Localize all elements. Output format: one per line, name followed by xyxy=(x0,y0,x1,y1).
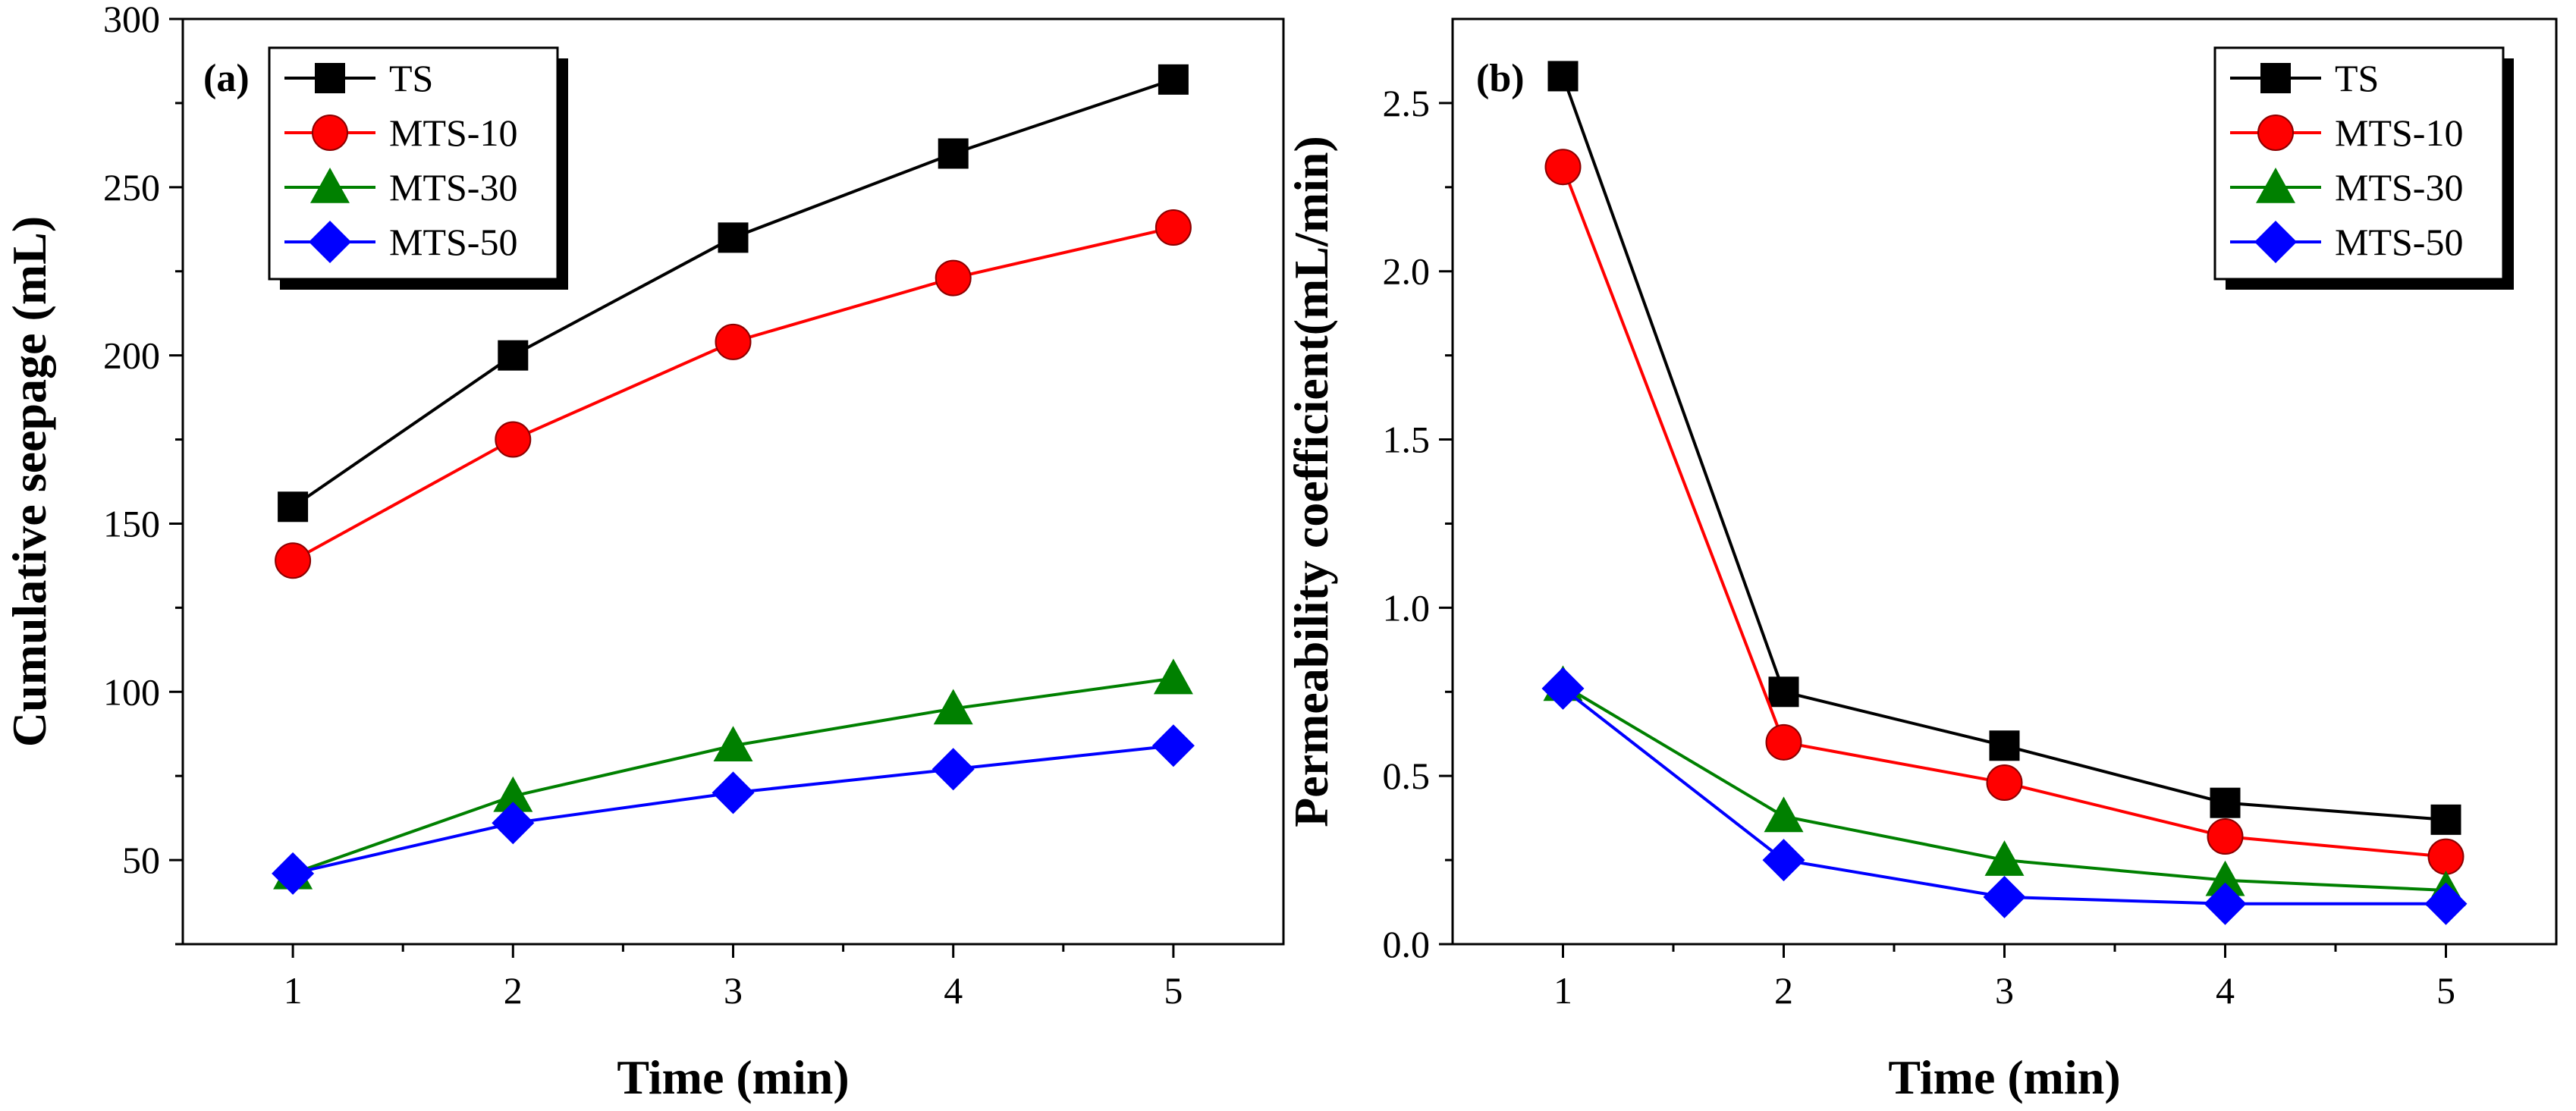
x-tick-label: 1 xyxy=(1553,969,1572,1012)
x-tick-label: 4 xyxy=(944,969,963,1012)
legend-label: TS xyxy=(389,57,433,99)
legend-label: MTS-30 xyxy=(389,166,517,209)
data-point-mts-30 xyxy=(933,689,973,725)
x-axis-title: Time (min) xyxy=(617,1050,849,1104)
legend-marker xyxy=(2256,168,2295,203)
y-tick-label: 1.5 xyxy=(1383,419,1431,461)
data-point-mts-50 xyxy=(712,771,755,814)
legend-label: MTS-10 xyxy=(389,111,517,154)
x-tick-label: 5 xyxy=(2436,969,2455,1012)
data-point-mts-10 xyxy=(275,542,312,579)
panel-label: (b) xyxy=(1476,57,1525,100)
data-point-mts-30 xyxy=(713,726,753,762)
y-tick-label: 0.5 xyxy=(1383,755,1431,797)
legend-marker xyxy=(315,63,345,93)
data-point-mts-50 xyxy=(931,748,975,791)
legend-marker xyxy=(312,115,348,151)
legend-label: MTS-30 xyxy=(2335,166,2463,209)
y-tick-label: 200 xyxy=(103,334,160,377)
data-point-mts-50 xyxy=(1541,667,1585,710)
legend-marker xyxy=(2257,115,2294,151)
y-tick-label: 2.0 xyxy=(1383,250,1431,293)
x-tick-label: 1 xyxy=(284,969,303,1012)
data-point-mts-10 xyxy=(495,421,532,458)
x-tick-label: 2 xyxy=(1774,969,1793,1012)
data-point-mts-10 xyxy=(935,259,972,297)
data-point-ts xyxy=(278,491,309,523)
data-point-mts-10 xyxy=(2427,838,2464,875)
y-tick-label: 100 xyxy=(103,670,160,713)
chart-a-cumulative-seepage: 1 2 3 4 5 50 100 150 200 250 300 Time (min) Cumulati… xyxy=(2,0,1285,1104)
chart-b-permeability-coefficient: 1 2 3 4 5 0.0 0.5 1.0 1.5 2.0 2.5 Time (min) Permeab… xyxy=(1284,17,2558,1104)
data-point-mts-50 xyxy=(1983,875,2026,918)
y-tick-label: 0.0 xyxy=(1383,923,1431,965)
legend-label: TS xyxy=(2335,57,2379,99)
legend-label: MTS-50 xyxy=(2335,221,2463,263)
data-point-mts-50 xyxy=(2424,882,2468,925)
x-tick-label: 3 xyxy=(724,969,743,1012)
legend-marker xyxy=(310,168,350,203)
data-point-ts xyxy=(498,340,529,371)
data-point-ts xyxy=(938,138,969,169)
data-point-ts xyxy=(1768,676,1799,708)
data-point-mts-10 xyxy=(1986,764,2023,802)
data-point-mts-30 xyxy=(1153,658,1193,695)
data-point-ts xyxy=(1158,64,1189,95)
data-point-mts-50 xyxy=(492,802,535,845)
data-point-mts-30 xyxy=(1984,840,2025,876)
data-point-mts-10 xyxy=(1544,149,1582,186)
data-point-mts-10 xyxy=(1154,209,1192,246)
x-tick-label: 5 xyxy=(1164,969,1183,1012)
data-point-ts xyxy=(2430,804,2461,835)
y-tick-label: 50 xyxy=(122,839,160,881)
legend-marker xyxy=(2260,63,2291,93)
legend-label: MTS-50 xyxy=(389,221,517,263)
legend-label: MTS-10 xyxy=(2335,111,2463,154)
y-tick-label: 150 xyxy=(103,502,160,545)
panel-label: (a) xyxy=(203,57,250,100)
y-tick-label: 2.5 xyxy=(1383,82,1431,124)
data-point-ts xyxy=(1989,730,2020,761)
y-tick-label: 250 xyxy=(103,166,160,209)
data-point-ts xyxy=(1547,61,1579,92)
data-point-mts-10 xyxy=(715,323,752,360)
y-axis-title: Permeability coefficient(mL/min) xyxy=(1284,136,1338,827)
y-tick-label: 300 xyxy=(103,0,160,40)
data-point-mts-10 xyxy=(2207,818,2244,855)
x-tick-label: 4 xyxy=(2216,969,2235,1012)
legend-marker xyxy=(2254,221,2297,263)
data-point-mts-30 xyxy=(2205,860,2245,896)
data-point-ts xyxy=(2210,787,2241,818)
data-point-mts-50 xyxy=(272,852,315,895)
x-tick-label: 2 xyxy=(504,969,523,1012)
y-axis-title: Cumulative seepage (mL) xyxy=(2,216,56,747)
data-point-mts-30 xyxy=(1764,796,1804,833)
data-point-mts-10 xyxy=(1765,723,1802,761)
data-point-ts xyxy=(718,222,749,253)
data-point-mts-50 xyxy=(1151,724,1195,767)
x-axis-title: Time (min) xyxy=(1888,1050,2120,1104)
legend-marker xyxy=(309,221,351,263)
y-tick-label: 1.0 xyxy=(1383,586,1431,629)
data-point-mts-50 xyxy=(1762,839,1805,882)
x-tick-label: 3 xyxy=(1995,969,2014,1012)
data-point-mts-50 xyxy=(2204,882,2247,925)
data-point-mts-30 xyxy=(493,776,533,812)
